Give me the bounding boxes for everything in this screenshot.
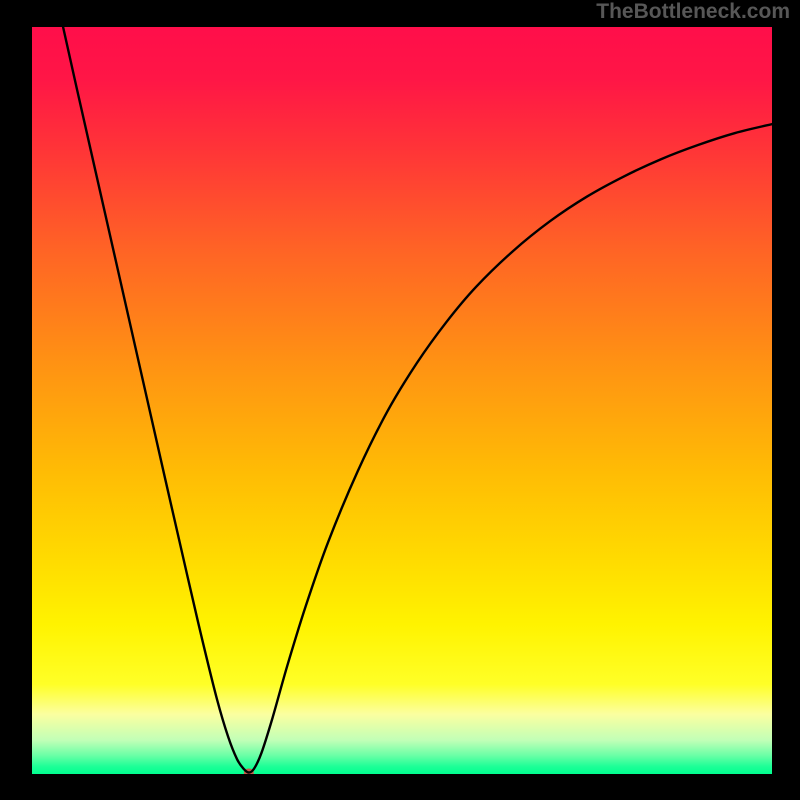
plot-background bbox=[32, 27, 772, 774]
attribution-text: TheBottleneck.com bbox=[596, 0, 790, 24]
chart-container: TheBottleneck.com bbox=[0, 0, 800, 800]
chart-svg bbox=[0, 0, 800, 800]
